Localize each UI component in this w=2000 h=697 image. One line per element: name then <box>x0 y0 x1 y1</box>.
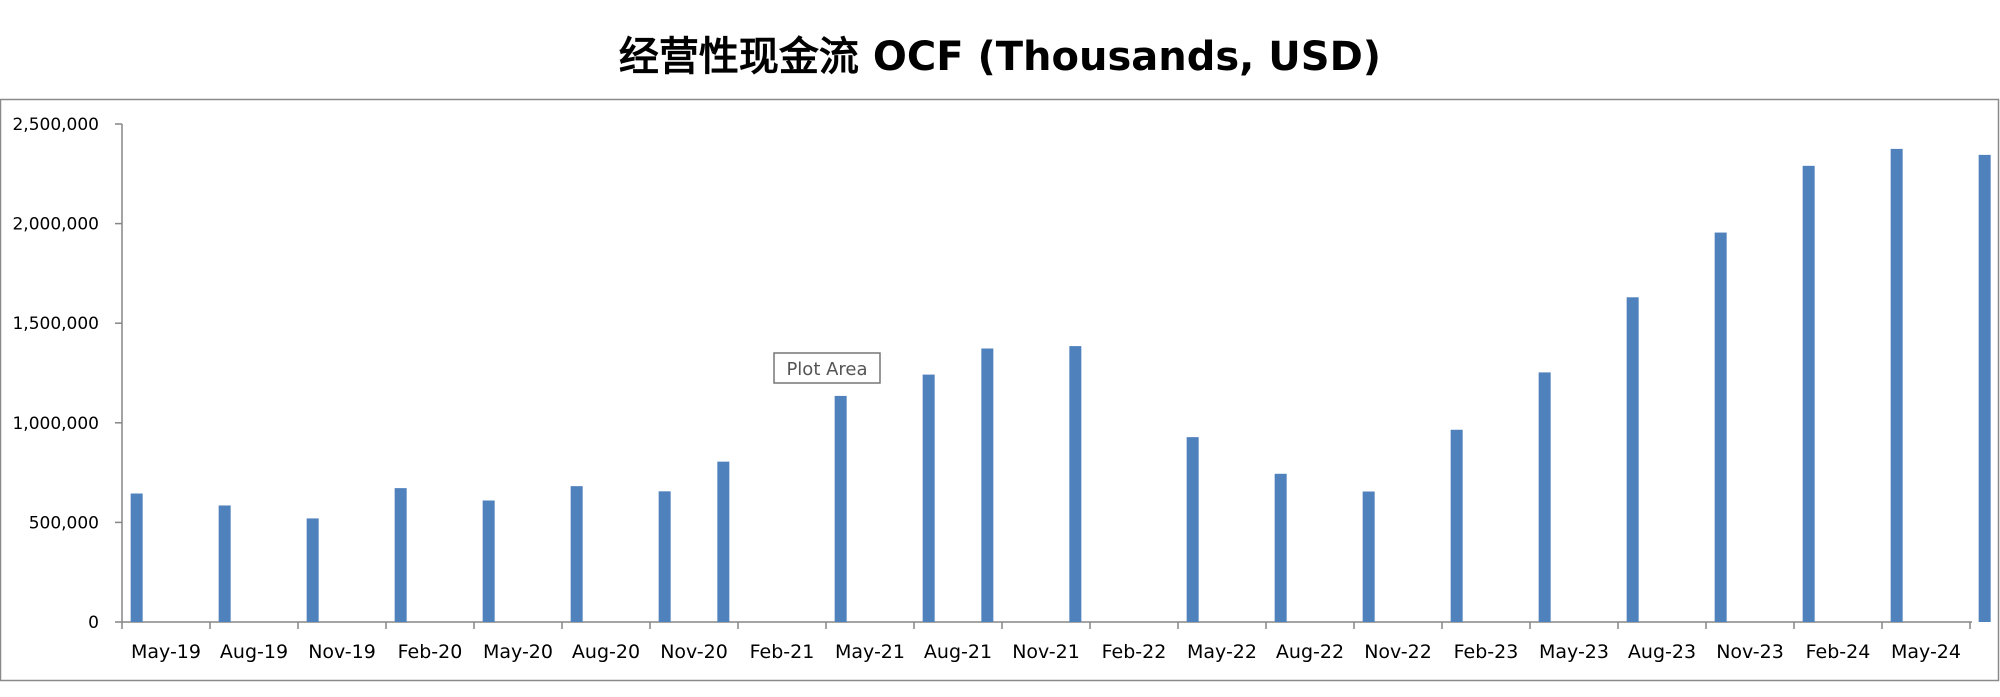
bar <box>1890 148 1903 622</box>
plot-area-tooltip: Plot Area <box>773 352 881 384</box>
bar <box>1450 429 1463 622</box>
x-tick-label: Feb-22 <box>1102 641 1167 663</box>
chart-frame <box>0 98 2000 682</box>
bar <box>570 486 583 622</box>
bar <box>218 505 231 622</box>
tooltip-box <box>773 352 881 384</box>
y-tick-label: 500,000 <box>29 513 99 533</box>
x-tick-label: May-20 <box>483 641 553 663</box>
bar <box>1802 165 1815 622</box>
y-tick-label: 2,000,000 <box>12 215 99 235</box>
y-axis: 0 500,000 1,000,000 1,500,000 2,000,000 2,500… <box>12 115 123 633</box>
bar <box>1069 346 1082 622</box>
x-axis: May-19 Aug-19 Nov-19 Feb-20 May-20 Aug-20 Nov-… <box>121 621 1972 663</box>
y-tick-label: 1,500,000 <box>12 314 99 334</box>
bar <box>1978 154 1991 622</box>
bar <box>658 491 671 622</box>
bar <box>1714 232 1727 622</box>
x-tick-label: May-21 <box>835 641 905 663</box>
x-tick-label: Nov-21 <box>1012 641 1080 663</box>
bar <box>834 395 847 622</box>
bar <box>1538 372 1551 622</box>
x-tick-label: Nov-20 <box>660 641 728 663</box>
x-tick-label: Feb-23 <box>1454 641 1519 663</box>
tooltip-label: Plot Area <box>786 359 867 380</box>
y-tick-label: 1,000,000 <box>12 414 99 434</box>
bar <box>1186 437 1199 622</box>
x-tick-label: Feb-24 <box>1806 641 1871 663</box>
x-tick-label: Nov-22 <box>1364 641 1432 663</box>
x-tick-label: May-23 <box>1539 641 1609 663</box>
x-tick-label: May-22 <box>1187 641 1257 663</box>
bar <box>130 493 143 622</box>
bars-group <box>130 148 1991 622</box>
x-tick-label: Aug-22 <box>1276 641 1344 663</box>
bar <box>306 518 319 622</box>
bar <box>981 348 994 622</box>
bar <box>1274 473 1287 622</box>
x-tick-label: Aug-20 <box>572 641 640 663</box>
x-tick-label: May-24 <box>1891 641 1961 663</box>
y-tick-label: 2,500,000 <box>12 115 99 135</box>
bar <box>1626 297 1639 622</box>
bar <box>394 488 407 622</box>
x-tick-label: Nov-23 <box>1716 641 1784 663</box>
x-tick-label: Feb-20 <box>398 641 463 663</box>
x-tick-label: Aug-21 <box>924 641 992 663</box>
chart-title: 经营性现金流 OCF (Thousands, USD) <box>619 34 1381 80</box>
bar <box>922 374 935 622</box>
bar <box>717 461 730 622</box>
y-tick-label: 0 <box>88 613 99 633</box>
x-tick-label: Feb-21 <box>750 641 815 663</box>
x-tick-label: Aug-19 <box>220 641 288 663</box>
bar <box>482 500 495 622</box>
x-tick-label: Aug-23 <box>1628 641 1696 663</box>
bar <box>1362 491 1375 622</box>
x-tick-label: Nov-19 <box>308 641 376 663</box>
x-tick-label: May-19 <box>131 641 201 663</box>
